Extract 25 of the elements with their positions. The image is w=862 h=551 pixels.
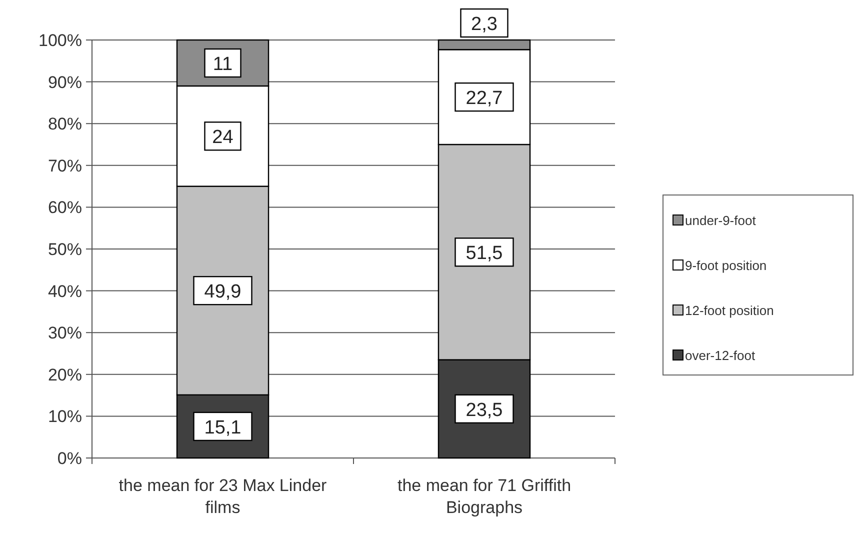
x-tick-label: the mean for 71 Griffith Biographs [397, 476, 572, 517]
legend-label: over-12-foot [685, 348, 756, 363]
y-tick-label: 70% [48, 156, 82, 176]
data-label: 24 [212, 127, 234, 148]
y-tick-label: 40% [48, 282, 82, 301]
legend-label: 9-foot position [685, 258, 767, 273]
y-tick-label: 50% [48, 240, 82, 259]
data-label: 51,5 [466, 243, 503, 264]
y-tick-label: 60% [48, 198, 82, 218]
data-label: 22,7 [466, 88, 503, 110]
legend-label: under-9-foot [685, 213, 756, 228]
data-label: 49,9 [204, 282, 242, 303]
y-tick-label: 10% [48, 407, 82, 426]
y-tick-label: 20% [48, 365, 82, 384]
y-tick-label: 80% [48, 114, 82, 134]
data-label: 23,5 [466, 400, 503, 421]
y-tick-label: 0% [57, 449, 82, 468]
y-tick-label: 100% [38, 31, 82, 50]
legend-label: 12-foot position [685, 303, 774, 318]
y-tick-label: 90% [48, 72, 82, 92]
data-label: 2,3 [471, 14, 498, 35]
data-label: 11 [212, 54, 233, 75]
x-tick-label: the mean for 23 Max Linder films [118, 476, 328, 517]
y-tick-label: 30% [48, 324, 82, 343]
data-label: 15,1 [204, 417, 242, 438]
